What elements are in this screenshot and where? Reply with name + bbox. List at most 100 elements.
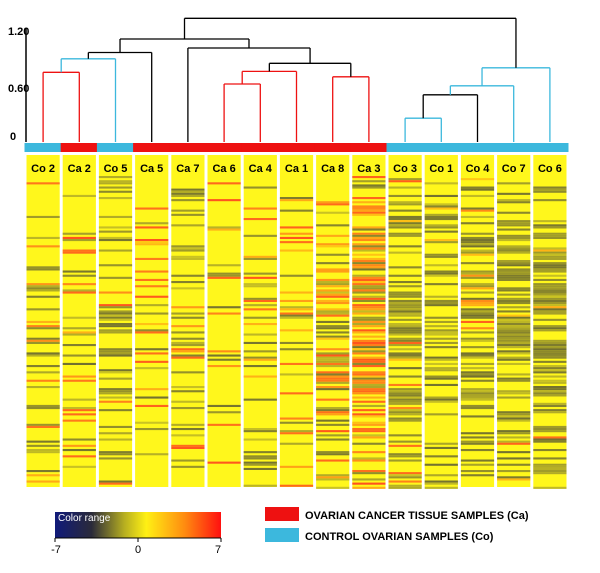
heatmap-cell bbox=[352, 365, 386, 368]
heatmap-cell bbox=[497, 327, 531, 330]
heatmap-cell bbox=[352, 320, 386, 323]
heatmap-cell bbox=[171, 199, 205, 202]
heatmap-cell bbox=[62, 362, 96, 365]
heatmap-cell bbox=[135, 241, 169, 244]
heatmap-cell bbox=[316, 325, 350, 328]
heatmap-cell bbox=[497, 478, 531, 481]
heatmap-cell bbox=[352, 350, 386, 353]
heatmap-cell bbox=[460, 474, 495, 477]
heatmap-cell bbox=[207, 461, 241, 464]
heatmap-cell bbox=[62, 236, 96, 239]
heatmap-cell bbox=[352, 459, 386, 462]
heatmap-cell bbox=[424, 446, 458, 449]
heatmap-cell bbox=[26, 327, 60, 330]
heatmap-cell bbox=[533, 249, 567, 252]
heatmap-cell bbox=[316, 360, 350, 363]
heatmap-cell bbox=[497, 413, 531, 416]
heatmap-cell bbox=[352, 325, 386, 328]
heatmap-cell bbox=[243, 430, 277, 433]
column-label: Ca 8 bbox=[321, 163, 344, 175]
heatmap-cell bbox=[533, 283, 567, 286]
heatmap-cell bbox=[279, 197, 314, 200]
heatmap-cell bbox=[279, 348, 314, 351]
heatmap-cell bbox=[424, 239, 458, 242]
heatmap-cell bbox=[460, 449, 495, 452]
heatmap-cell bbox=[135, 428, 169, 431]
heatmap-cell bbox=[460, 299, 495, 302]
heatmap-cell bbox=[316, 459, 350, 462]
group-bar-segment bbox=[422, 143, 460, 152]
heatmap-cell bbox=[352, 472, 386, 475]
heatmap-cell bbox=[388, 295, 422, 298]
heatmap-cell bbox=[460, 371, 495, 374]
heatmap-cell bbox=[316, 201, 350, 204]
heatmap-cell bbox=[388, 388, 422, 391]
heatmap-cell bbox=[533, 386, 567, 389]
heatmap-cell bbox=[135, 312, 169, 315]
heatmap-cell bbox=[62, 232, 96, 235]
heatmap-column-bg bbox=[243, 155, 277, 487]
heatmap-cell bbox=[388, 325, 422, 328]
heatmap-cell bbox=[352, 409, 386, 412]
heatmap-cell bbox=[533, 365, 567, 368]
heatmap-cell bbox=[171, 306, 205, 309]
heatmap-cell bbox=[26, 215, 60, 218]
heatmap-cell bbox=[316, 362, 350, 365]
group-bar-segment bbox=[531, 143, 569, 152]
heatmap-cell bbox=[533, 354, 567, 357]
heatmap-cell bbox=[460, 249, 495, 252]
heatmap-cell bbox=[497, 289, 531, 292]
heatmap-cell bbox=[497, 276, 531, 279]
heatmap-cell bbox=[352, 346, 386, 349]
column-label: Co 7 bbox=[502, 163, 526, 175]
heatmap-cell bbox=[533, 457, 567, 460]
heatmap-cell bbox=[207, 264, 241, 267]
heatmap-cell bbox=[460, 262, 495, 265]
heatmap-cell bbox=[62, 375, 96, 378]
heatmap-cell bbox=[424, 182, 458, 185]
heatmap-cell bbox=[316, 335, 350, 338]
heatmap-cell bbox=[279, 442, 314, 445]
heatmap-cell bbox=[388, 178, 422, 181]
heatmap-cell bbox=[352, 186, 386, 189]
heatmap-cell bbox=[497, 234, 531, 237]
heatmap-cell bbox=[352, 184, 386, 187]
heatmap-cell bbox=[388, 398, 422, 401]
heatmap-cell bbox=[171, 325, 205, 328]
heatmap-cell bbox=[352, 299, 386, 302]
heatmap-cell bbox=[62, 449, 96, 452]
heatmap-column-bg bbox=[62, 155, 96, 487]
heatmap-cell bbox=[98, 325, 133, 328]
heatmap-cell bbox=[497, 297, 531, 300]
heatmap-cell bbox=[460, 362, 495, 365]
heatmap-cell bbox=[243, 457, 277, 460]
heatmap-cell bbox=[497, 201, 531, 204]
column-label: Ca 6 bbox=[212, 163, 235, 175]
heatmap-column bbox=[460, 155, 495, 487]
heatmap-cell bbox=[135, 453, 169, 456]
heatmap-cell bbox=[388, 400, 422, 403]
heatmap-cell bbox=[98, 264, 133, 267]
heatmap-cell bbox=[497, 247, 531, 250]
heatmap-cell bbox=[316, 451, 350, 454]
heatmap-cell bbox=[460, 337, 495, 340]
heatmap-cell bbox=[171, 356, 205, 359]
heatmap-cell bbox=[424, 255, 458, 258]
heatmap-cell bbox=[533, 341, 567, 344]
heatmap-cell bbox=[207, 274, 241, 277]
heatmap-cell bbox=[243, 276, 277, 279]
heatmap-cell bbox=[352, 253, 386, 256]
heatmap-cell bbox=[243, 257, 277, 260]
heatmap-cell bbox=[460, 241, 495, 244]
heatmap-columns bbox=[26, 155, 567, 489]
heatmap-cell bbox=[352, 482, 386, 485]
heatmap-cell bbox=[460, 327, 495, 330]
heatmap-cell bbox=[316, 486, 350, 489]
heatmap-cell bbox=[316, 373, 350, 376]
heatmap-cell bbox=[98, 312, 133, 315]
heatmap-cell bbox=[352, 226, 386, 229]
heatmap-cell bbox=[352, 176, 386, 179]
heatmap-cell bbox=[533, 289, 567, 292]
heatmap-cell bbox=[388, 306, 422, 309]
heatmap-cell bbox=[207, 226, 241, 229]
